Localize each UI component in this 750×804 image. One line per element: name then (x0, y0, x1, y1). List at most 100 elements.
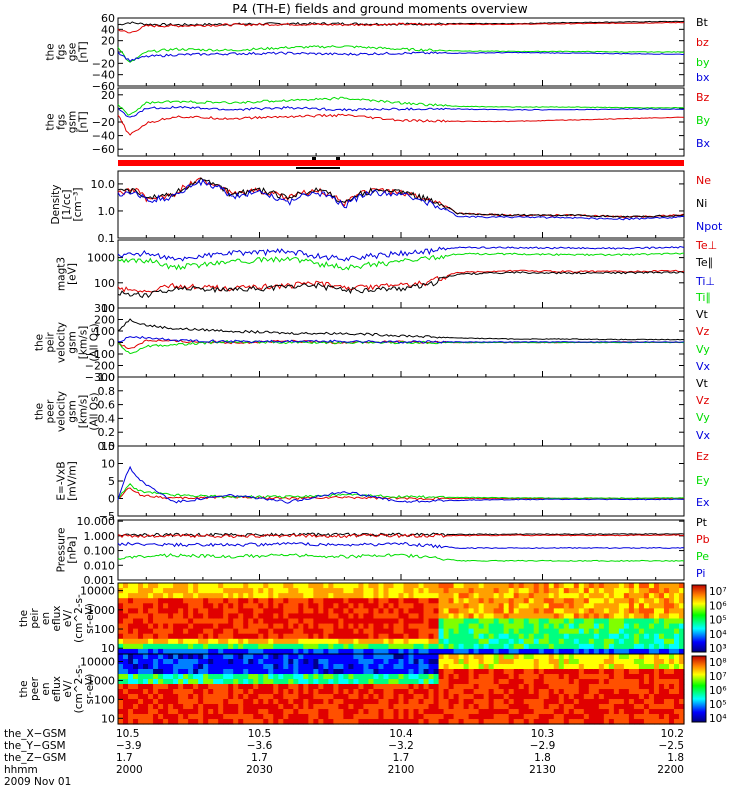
heatmap-cell (258, 643, 264, 650)
heatmap-cell (573, 588, 580, 594)
heatmap-cell (268, 643, 274, 650)
heatmap-cell (148, 679, 154, 685)
heatmap-cell (178, 613, 184, 620)
heatmap-cell (328, 719, 334, 725)
heatmap-cell (593, 719, 600, 725)
heatmap-cell (598, 583, 605, 589)
heatmap-cell (618, 699, 625, 705)
heatmap-cell (393, 714, 400, 720)
heatmap-cell (658, 664, 665, 670)
heatmap-cell (473, 699, 480, 705)
heatmap-cell (153, 643, 159, 650)
heatmap-cell (228, 623, 234, 630)
heatmap-cell (133, 643, 139, 650)
heatmap-cell (473, 588, 480, 594)
heatmap-cell (363, 659, 370, 665)
heatmap-cell (248, 659, 254, 665)
heatmap-cell (558, 689, 565, 695)
heatmap-cell (183, 674, 189, 680)
heatmap-cell (293, 643, 299, 650)
heatmap-cell (293, 628, 299, 635)
heatmap-cell (463, 709, 470, 715)
heatmap-cell (258, 608, 264, 615)
heatmap-cell (623, 618, 630, 625)
heatmap-cell (608, 638, 615, 645)
y-tick-label: 0.6 (98, 399, 116, 412)
heatmap-cell (228, 694, 234, 700)
heatmap-cell (573, 613, 580, 620)
heatmap-cell (293, 608, 299, 615)
heatmap-cell (583, 608, 590, 615)
heatmap-cell (398, 654, 405, 660)
heatmap-cell (393, 598, 400, 604)
heatmap-cell (598, 659, 605, 665)
heatmap-cell (478, 679, 485, 685)
heatmap-cell (348, 694, 355, 700)
heatmap-cell (343, 659, 350, 665)
heatmap-cell (193, 714, 199, 720)
heatmap-cell (123, 643, 129, 650)
heatmap-cell (243, 664, 249, 670)
heatmap-cell (253, 603, 259, 609)
heatmap-cell (443, 714, 450, 720)
heatmap-cell (403, 689, 410, 695)
heatmap-cell (208, 623, 214, 630)
heatmap-cell (443, 603, 450, 609)
heatmap-cell (163, 689, 169, 695)
heatmap-cell (533, 628, 540, 635)
heatmap-cell (538, 714, 545, 720)
heatmap-cell (368, 689, 375, 695)
heatmap-cell (323, 643, 329, 650)
heatmap-cell (448, 638, 455, 645)
heatmap-cell (553, 588, 560, 594)
heatmap-cell (638, 719, 645, 725)
heatmap-cell (138, 674, 144, 680)
heatmap-cell (363, 618, 370, 625)
heatmap-cell (228, 638, 234, 645)
heatmap-cell (418, 623, 425, 630)
legend-Vy: Vy (696, 343, 710, 356)
heatmap-cell (638, 603, 645, 609)
heatmap-cell (193, 664, 199, 670)
heatmap-cell (523, 689, 530, 695)
heatmap-cell (213, 598, 219, 604)
heatmap-cell (588, 714, 595, 720)
heatmap-cell (408, 588, 415, 594)
heatmap-cell (588, 654, 595, 660)
heatmap-cell (433, 628, 440, 635)
heatmap-cell (248, 598, 254, 604)
heatmap-cell (278, 618, 284, 625)
heatmap-cell (418, 633, 425, 640)
heatmap-cell (148, 588, 154, 594)
heatmap-cell (463, 704, 470, 710)
heatmap-cell (568, 679, 575, 685)
heatmap-cell (383, 664, 390, 670)
heatmap-cell (143, 603, 149, 609)
heatmap-cell (568, 654, 575, 660)
heatmap-cell (388, 593, 395, 599)
heatmap-cell (368, 588, 375, 594)
heatmap-cell (298, 679, 304, 685)
heatmap-cell (278, 643, 284, 650)
heatmap-cell (548, 659, 555, 665)
heatmap-cell (303, 588, 309, 594)
heatmap-cell (553, 699, 560, 705)
heatmap-cell (673, 709, 680, 715)
heatmap-cell (403, 648, 410, 655)
heatmap-cell (283, 699, 289, 705)
heatmap-cell (333, 593, 339, 599)
heatmap-cell (493, 623, 500, 630)
heatmap-cell (533, 674, 540, 680)
heatmap-cell (638, 684, 645, 690)
heatmap-cell (518, 628, 525, 635)
heatmap-cell (543, 714, 550, 720)
heatmap-cell (143, 618, 149, 625)
heatmap-cell (283, 714, 289, 720)
heatmap-cell (368, 669, 375, 675)
heatmap-cell (403, 694, 410, 700)
heatmap-cell (678, 588, 685, 594)
heatmap-cell (213, 684, 219, 690)
heatmap-cell (623, 643, 630, 650)
heatmap-cell (348, 643, 355, 650)
heatmap-cell (513, 689, 520, 695)
